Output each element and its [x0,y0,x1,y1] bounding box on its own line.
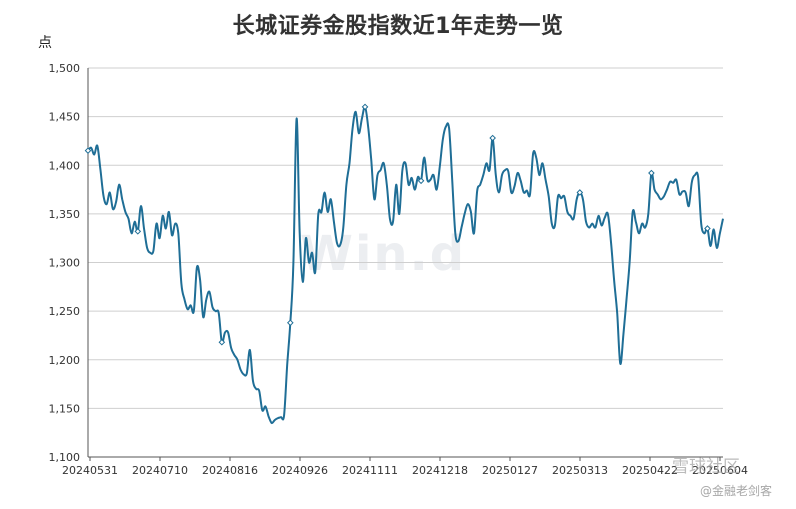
point-marker [361,103,369,111]
xueqiu-community-source: 雪球社区 [672,457,740,477]
series-line [87,105,724,425]
point-marker [84,147,92,154]
point-marker [417,177,425,185]
point-marker [648,169,655,177]
point-marker [218,338,226,346]
x-tick-label: 20240531 [62,464,118,477]
point-marker [134,228,142,235]
y-tick-label: 1,300 [49,257,81,270]
y-tick-label: 1,500 [49,62,81,75]
y-tick-label: 1,150 [49,402,81,415]
wind-watermark: Win.d [300,226,467,282]
x-tick-label: 20250422 [622,464,678,477]
axes [87,68,721,461]
point-marker [704,225,711,232]
point-markers [84,103,711,346]
y-tick-label: 1,100 [49,451,81,464]
y-tick-label: 1,450 [49,111,81,124]
x-tick-label: 20240816 [202,464,258,477]
x-tick-label: 20250127 [482,464,538,477]
point-marker [489,134,496,142]
author-handle: @金融老剑客 [700,484,773,498]
chart-title: 长城证券金股指数近1年走势一览 [232,14,564,39]
x-tick-label: 20250313 [552,464,608,477]
grid-lines [88,67,723,458]
y-tick-labels: 1,100 1,150 1,200 1,250 1,300 1,350 1,400 1,450… [49,62,81,464]
y-tick-label: 1,350 [49,208,81,221]
y-axis-unit-label: 点 [38,35,52,51]
point-marker [576,189,584,196]
x-tick-label: 20241111 [342,464,398,477]
x-tick-label: 20241218 [412,464,468,477]
x-tick-label: 20240710 [132,464,188,477]
x-tick-label: 20240926 [272,464,328,477]
point-marker [287,319,294,327]
y-tick-label: 1,400 [49,159,81,172]
x-tick-label: 20250604 [692,464,748,477]
y-tick-label: 1,250 [49,305,81,318]
x-tick-labels: 20240531 20240710 20240816 20240926 20241111… [62,464,748,477]
y-tick-label: 1,200 [49,354,81,367]
